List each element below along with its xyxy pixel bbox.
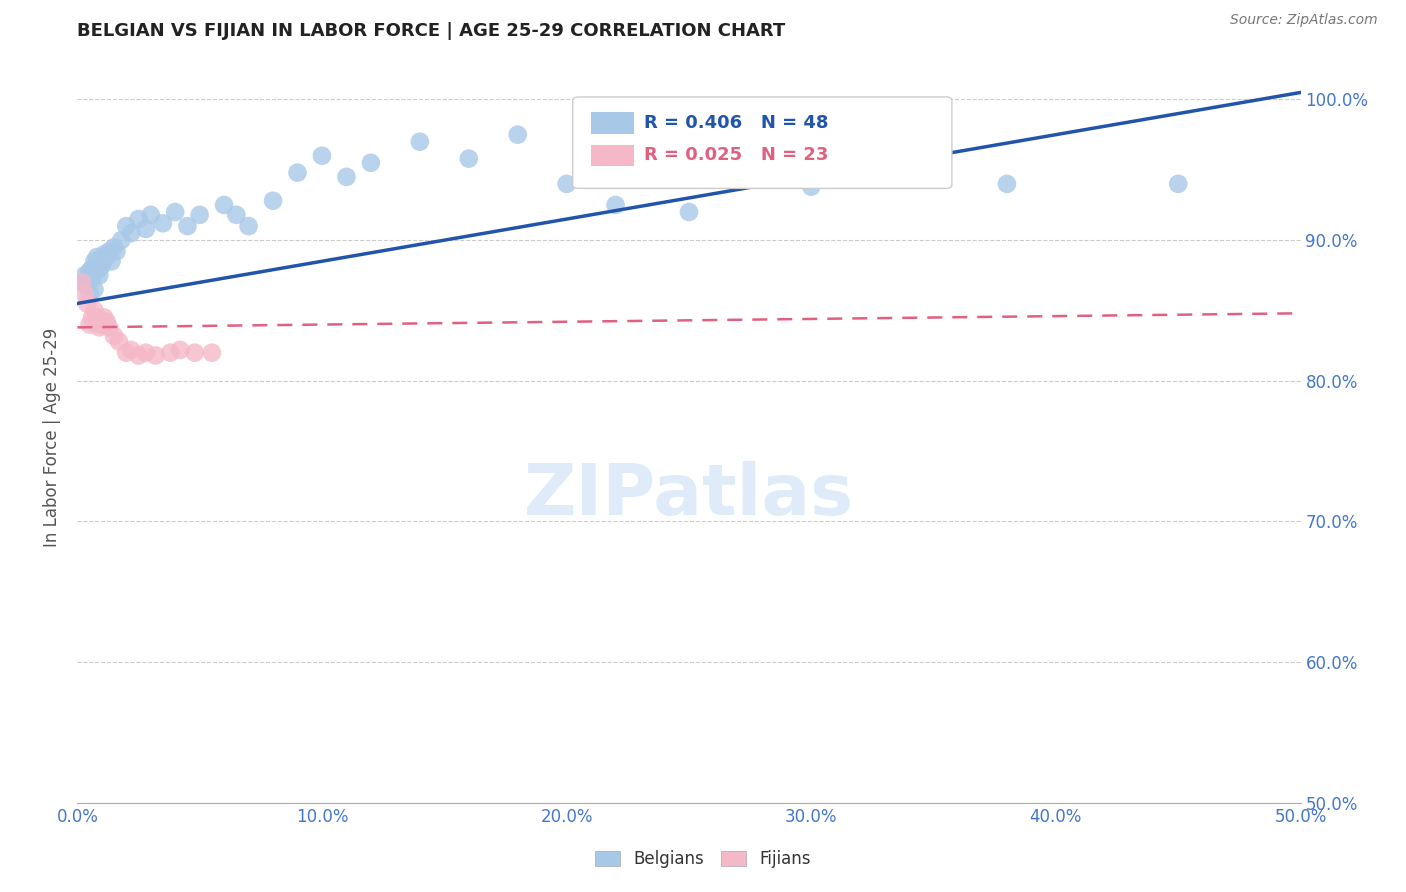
Point (80, 310, 103, 325)
Point (201, 345, 224, 359)
Point (555, 177, 578, 191)
Point (159, 345, 181, 359)
Point (139, 208, 162, 222)
Bar (591, 145, 634, 167)
Point (506, 128, 529, 142)
Point (98, 320, 121, 334)
Point (311, 149, 333, 163)
Point (360, 156, 382, 170)
Point (115, 345, 138, 359)
Point (409, 135, 432, 149)
Point (90, 318, 112, 332)
Point (103, 328, 125, 343)
Point (120, 226, 142, 240)
Point (128, 349, 150, 363)
Point (188, 208, 211, 222)
Point (105, 244, 128, 259)
Point (70, 276, 93, 290)
Point (128, 212, 150, 227)
Point (76, 296, 98, 310)
Point (80, 272, 103, 286)
Point (73, 268, 96, 283)
Text: BELGIAN VS FIJIAN IN LABOR FORCE | AGE 25-29 CORRELATION CHART: BELGIAN VS FIJIAN IN LABOR FORCE | AGE 2… (77, 22, 786, 40)
Point (169, 343, 191, 357)
Point (89, 261, 111, 276)
Point (678, 205, 700, 219)
Point (1167, 177, 1189, 191)
Bar (591, 112, 634, 134)
Point (176, 219, 198, 233)
Y-axis label: In Labor Force | Age 25-29: In Labor Force | Age 25-29 (44, 327, 62, 547)
Point (90, 259, 112, 273)
Point (76, 278, 98, 293)
Point (103, 240, 125, 254)
Point (83, 303, 105, 318)
Text: ZIPatlas: ZIPatlas (524, 461, 853, 530)
Point (83, 254, 105, 268)
Point (184, 345, 207, 359)
Point (89, 268, 111, 283)
Point (89, 320, 111, 334)
Point (96, 315, 118, 329)
Point (135, 345, 157, 359)
Point (225, 208, 247, 222)
Point (70, 276, 93, 290)
Point (262, 194, 284, 208)
Point (86, 264, 108, 278)
Point (800, 179, 823, 194)
Point (83, 282, 105, 296)
Point (80, 261, 103, 276)
Point (73, 286, 96, 301)
Text: Source: ZipAtlas.com: Source: ZipAtlas.com (1230, 13, 1378, 28)
Point (98, 244, 121, 259)
Point (238, 219, 260, 233)
Point (152, 216, 174, 230)
Point (287, 166, 309, 180)
Point (79, 318, 101, 332)
Point (212, 198, 235, 212)
Point (79, 286, 101, 301)
Point (93, 247, 115, 261)
Point (79, 264, 101, 278)
Point (165, 205, 187, 219)
Point (93, 310, 115, 325)
Point (135, 222, 157, 236)
Point (873, 169, 896, 184)
Point (605, 198, 627, 212)
Point (86, 310, 108, 325)
Point (145, 349, 167, 363)
Point (115, 219, 138, 233)
FancyBboxPatch shape (572, 97, 952, 188)
Legend: Belgians, Fijians: Belgians, Fijians (589, 844, 817, 875)
Point (96, 250, 118, 264)
Point (995, 177, 1018, 191)
Point (100, 254, 122, 268)
Point (335, 169, 357, 184)
Point (457, 152, 479, 166)
Point (86, 250, 108, 264)
Point (110, 233, 132, 247)
Text: R = 0.406   N = 48: R = 0.406 N = 48 (644, 113, 828, 131)
Text: R = 0.025   N = 23: R = 0.025 N = 23 (644, 146, 828, 164)
Point (120, 343, 142, 357)
Point (108, 334, 131, 349)
